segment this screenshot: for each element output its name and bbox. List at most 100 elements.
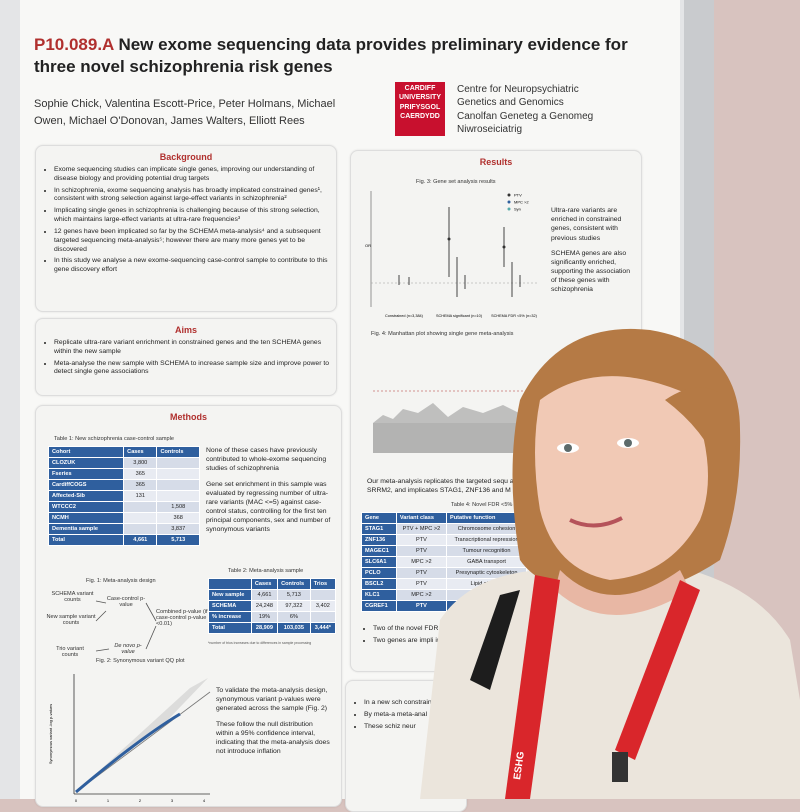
hair-bun [665, 387, 738, 470]
bullet-list: Replicate ultra-rare variant enrichment … [36, 339, 336, 377]
legend-marker [507, 200, 511, 204]
bullet: 12 genes have been implicated so far by … [54, 228, 336, 254]
table-row: NCMH 368 [47, 512, 200, 524]
paragraph: Ultra-rare variants are enriched in cons… [551, 207, 622, 242]
section-heading: Methods [170, 412, 207, 422]
legend-label: MPC >2 [514, 200, 529, 205]
table-cell: NCMH [47, 512, 125, 524]
diagram-node: SCHEMA variant counts [51, 591, 94, 603]
paragraph: Gene set enrichment in this sample was e… [206, 480, 331, 534]
gene-set-plot: OR Constrained (n=3,384) SCHEMA significa… [365, 191, 539, 318]
figure-caption: Fig. 2: Synonymous variant QQ plot [96, 658, 185, 664]
header-cell: Variant class [395, 512, 448, 524]
diagram-node: De novo p-value [114, 643, 142, 655]
section-heading: Aims [174, 325, 197, 335]
table-cell: PTV [395, 545, 448, 557]
bag-strap [470, 590, 520, 690]
table-row: STAG1 PTV + MPC >2 Chromosome cohesion [361, 523, 571, 535]
bullet: In a new sch constrained [364, 699, 466, 708]
paragraph: To validate the meta-analysis design, sy… [216, 687, 328, 713]
manhattan-points [373, 403, 538, 423]
table-cell: Total [208, 622, 252, 634]
logo-text: CAERDYDD [400, 113, 440, 121]
paragraph: These follow the null distribution withi… [216, 720, 330, 756]
diagram-node: Case-control p-value [106, 596, 146, 608]
university-logo: CARDIFF UNIVERSITY PRIFYSGOL CAERDYDD [395, 82, 445, 136]
section-heading: Results [479, 157, 513, 167]
table-row: CLOZUK 3,800 [47, 457, 200, 469]
table-row: WTCCC2 1,508 [47, 501, 200, 513]
bullet: By meta-a meta-anal [364, 711, 466, 720]
table-row: Total 4,661 5,713 [47, 534, 200, 546]
figure-caption: Fig. 3: Gene set analysis results [416, 179, 496, 185]
diagram-arrows [95, 600, 157, 652]
table-row: Total 28,909 103,035 3,444* [208, 622, 337, 634]
diagram-node: Trio variant counts [56, 646, 84, 658]
group-label: SCHEMA FDR <5% (n=32) [491, 314, 538, 318]
diagram-node: Combined p-value (if case-control p-valu… [156, 609, 208, 627]
legend-label: Syn [514, 207, 521, 212]
centre-name-welsh: Canolfan Geneteg a Genomeg Niwroseiciatr… [457, 111, 594, 135]
figure-caption: Fig. 4: Manhattan plot showing single ge… [371, 331, 514, 337]
background-panel: Background Exome sequencing studies can … [35, 145, 337, 312]
face [535, 376, 708, 580]
table-cell: 4,661 [123, 534, 158, 546]
pupil [624, 439, 632, 447]
legend-marker [507, 207, 511, 211]
aims-panel: Aims Replicate ultra-rare variant enrich… [35, 318, 337, 396]
table-row: CardiffCOGS 365 [47, 479, 200, 491]
validation-text: To validate the meta-analysis design, sy… [216, 686, 331, 762]
header-row: Cases Controls Trios [208, 578, 337, 590]
bullet: Implicating single genes in schizophreni… [54, 207, 336, 225]
axis-label: OR [365, 243, 371, 248]
table-caption: Table 4: Novel FDR <5% [451, 502, 513, 508]
bullet: In this study we analyse a new exome-seq… [54, 257, 336, 275]
cohort-table: Cohort Cases Controls CLOZUK 3,800 Fseries 365… [47, 446, 200, 546]
neck [555, 570, 690, 615]
authors: Sophie Chick, Valentina Escott-Price, Pe… [34, 98, 336, 127]
bullet: Two genes are impli in genetic architect [373, 637, 563, 646]
estimate [447, 237, 451, 241]
results-summary: Our meta-analysis replicates the targete… [367, 478, 522, 495]
table-row: MAGEC1 PTV Tumour recognition [361, 545, 571, 557]
bullet-list: In a new sch constrained By meta-a meta-a… [346, 699, 466, 731]
logo-text: PRIFYSGOL [399, 103, 441, 111]
bullet: Exome sequencing studies can implicate s… [54, 166, 336, 184]
section-heading: Background [159, 152, 213, 162]
table-row: Affected-Sib 131 [47, 490, 200, 502]
group-label: SCHEMA significant (n=10) [436, 314, 483, 318]
qq-points [75, 712, 181, 794]
lanyard-text: ESHG [512, 751, 527, 781]
table-caption: Table 1: New schizophrenia case-control … [54, 436, 175, 442]
table-cell: PTV + MPC >2 [395, 523, 448, 535]
table-row: % increase 19% 6% [208, 611, 337, 623]
mouth [569, 516, 623, 528]
arrow [95, 600, 157, 652]
table-cell: 3,444* [309, 622, 337, 634]
poster-title: P10.089.A New exome sequencing data prov… [34, 34, 634, 78]
logo-text: UNIVERSITY [398, 94, 441, 102]
results-side-text: Ultra-rare variants are enriched in cons… [551, 206, 633, 301]
bullet: Replicate ultra-rare variant enrichment … [54, 339, 336, 357]
centre-name: Centre for Neuropsychiatric Genetics and… [457, 84, 579, 108]
axis-label: Synonymous variant -log p-values [48, 704, 53, 764]
diagram-node: New sample variant counts [46, 614, 96, 626]
legend-label: PTV [514, 193, 522, 198]
methods-text: None of these cases have previously cont… [206, 446, 331, 541]
table-cell: 5,713 [156, 534, 200, 546]
lanyard-clip [612, 752, 628, 782]
table-note: *number of trios increases due to differ… [208, 641, 312, 645]
manhattan-points [373, 423, 538, 453]
manhattan-plot [373, 390, 538, 453]
bullet: In schizophrenia, exome sequencing analy… [54, 187, 336, 205]
bullet: These schiz neur [364, 723, 466, 732]
meta-table: Cases Controls Trios New sample 4,661 5,713 SC… [208, 578, 337, 634]
table-row: New sample 4,661 5,713 [208, 589, 337, 601]
bullet-list: Exome sequencing studies can implicate s… [36, 166, 336, 275]
table-cell: CGREF1 [361, 600, 397, 612]
lanyard [615, 580, 700, 760]
paragraph: None of these cases have previously cont… [206, 447, 327, 473]
table-cell: PTV [395, 600, 448, 612]
